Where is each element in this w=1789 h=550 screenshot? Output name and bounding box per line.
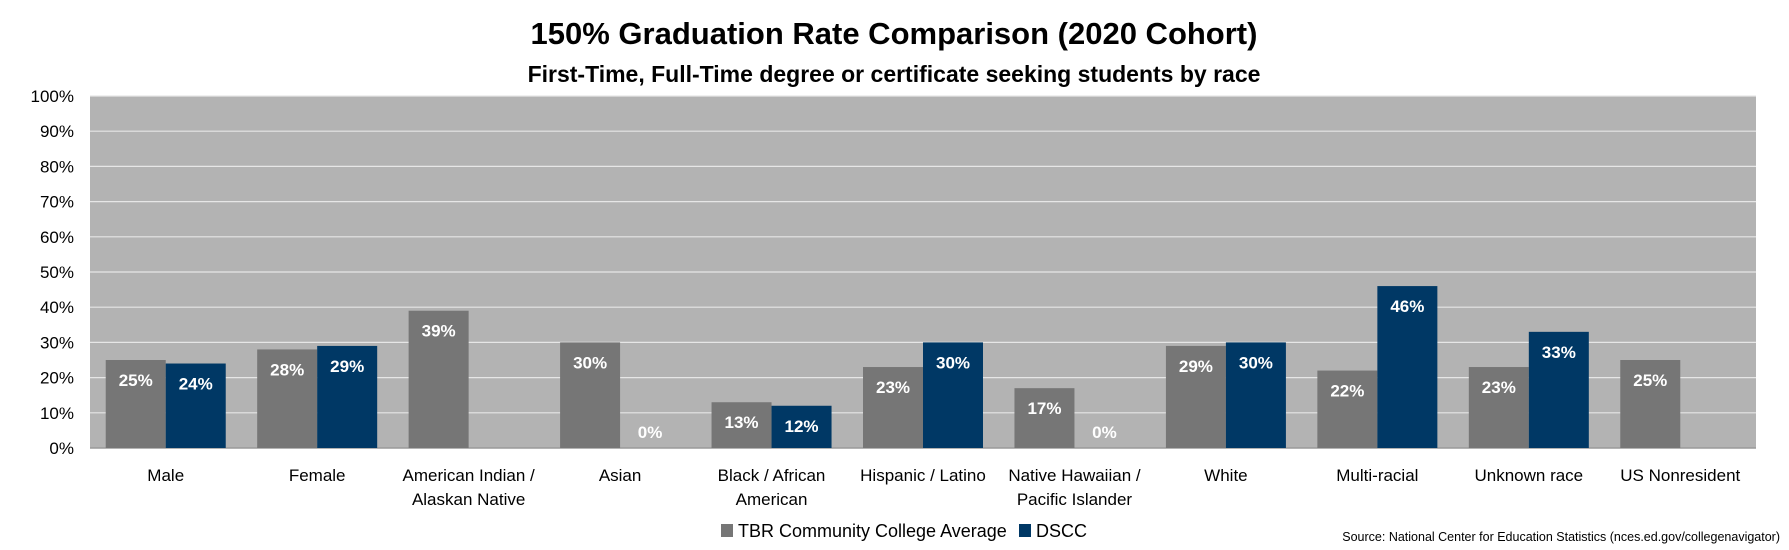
x-category-label: Female [289, 466, 346, 485]
data-label: 46% [1390, 297, 1424, 316]
y-tick-label: 70% [40, 193, 74, 212]
data-label: 12% [785, 417, 819, 436]
legend-swatch [721, 524, 733, 537]
x-category-label: White [1204, 466, 1247, 485]
x-category-label: US Nonresident [1620, 466, 1740, 485]
y-tick-label: 100% [31, 87, 74, 106]
data-label: 30% [936, 353, 970, 372]
chart-title: 150% Graduation Rate Comparison (2020 Co… [531, 16, 1258, 51]
x-category-label: Alaskan Native [412, 490, 525, 509]
y-tick-label: 40% [40, 298, 74, 317]
y-tick-label: 60% [40, 228, 74, 247]
data-label: 33% [1542, 343, 1576, 362]
x-category-label: Multi-racial [1336, 466, 1418, 485]
legend: TBR Community College Average DSCC [721, 521, 1087, 541]
bar [560, 342, 621, 448]
bar [1165, 345, 1226, 448]
data-label: 28% [270, 360, 304, 379]
y-tick-label: 50% [40, 263, 74, 282]
data-label: 30% [573, 353, 607, 372]
data-label: 17% [1027, 399, 1061, 418]
data-label: 22% [1330, 382, 1364, 401]
y-tick-label: 90% [40, 122, 74, 141]
legend-label: TBR Community College Average [738, 521, 1007, 541]
y-tick-label: 10% [40, 404, 74, 423]
data-label: 24% [179, 375, 213, 394]
chart-subtitle: First-Time, Full-Time degree or certific… [528, 61, 1261, 87]
x-axis-categories: Male Female American Indian / Alaskan Nativ… [147, 466, 1740, 509]
x-category-label: Black / African [718, 466, 826, 485]
legend-swatch [1019, 524, 1031, 537]
bar [771, 405, 832, 448]
legend-label: DSCC [1036, 521, 1087, 541]
data-label: 13% [725, 413, 759, 432]
bar [105, 360, 166, 448]
bar [165, 363, 226, 448]
y-tick-label: 80% [40, 157, 74, 176]
bar [317, 345, 378, 448]
y-tick-label: 30% [40, 333, 74, 352]
bar [408, 310, 469, 448]
bar [1377, 286, 1438, 448]
x-category-label: American [736, 490, 808, 509]
data-label: 23% [1482, 378, 1516, 397]
x-category-label: Pacific Islander [1017, 490, 1133, 509]
x-category-label: Male [147, 466, 184, 485]
data-label: 25% [119, 371, 153, 390]
bar [257, 349, 318, 448]
bar [1528, 331, 1589, 448]
x-category-label: Native Hawaiian / [1008, 466, 1141, 485]
bar [1225, 342, 1286, 448]
y-axis-ticks: 0% 10% 20% 30% 40% 50% 60% 70% 80% 90% 100% [31, 87, 74, 458]
bars [105, 286, 1681, 448]
data-label: 23% [876, 378, 910, 397]
data-label: 30% [1239, 353, 1273, 372]
data-label: 0% [638, 423, 663, 442]
x-category-label: American Indian / [402, 466, 535, 485]
data-label: 29% [330, 357, 364, 376]
bar [1014, 388, 1075, 448]
source-note: Source: National Center for Education St… [1342, 530, 1780, 544]
bar [923, 342, 983, 448]
bar [711, 402, 772, 448]
data-labels: 25% 24% 28% 29% 39% 30% 0% 13% 12% 23% 30% 17% 0% 29%… [119, 297, 1668, 442]
bar [1468, 367, 1529, 448]
bar [1317, 370, 1378, 448]
y-tick-label: 20% [40, 369, 74, 388]
data-label: 0% [1092, 423, 1117, 442]
y-tick-label: 0% [49, 439, 74, 458]
data-label: 29% [1179, 357, 1213, 376]
data-label: 39% [422, 322, 456, 341]
bar [863, 367, 923, 448]
data-label: 25% [1633, 371, 1667, 390]
x-category-label: Unknown race [1474, 466, 1583, 485]
x-category-label: Hispanic / Latino [860, 466, 986, 485]
bar [1620, 360, 1681, 448]
x-category-label: Asian [599, 466, 642, 485]
